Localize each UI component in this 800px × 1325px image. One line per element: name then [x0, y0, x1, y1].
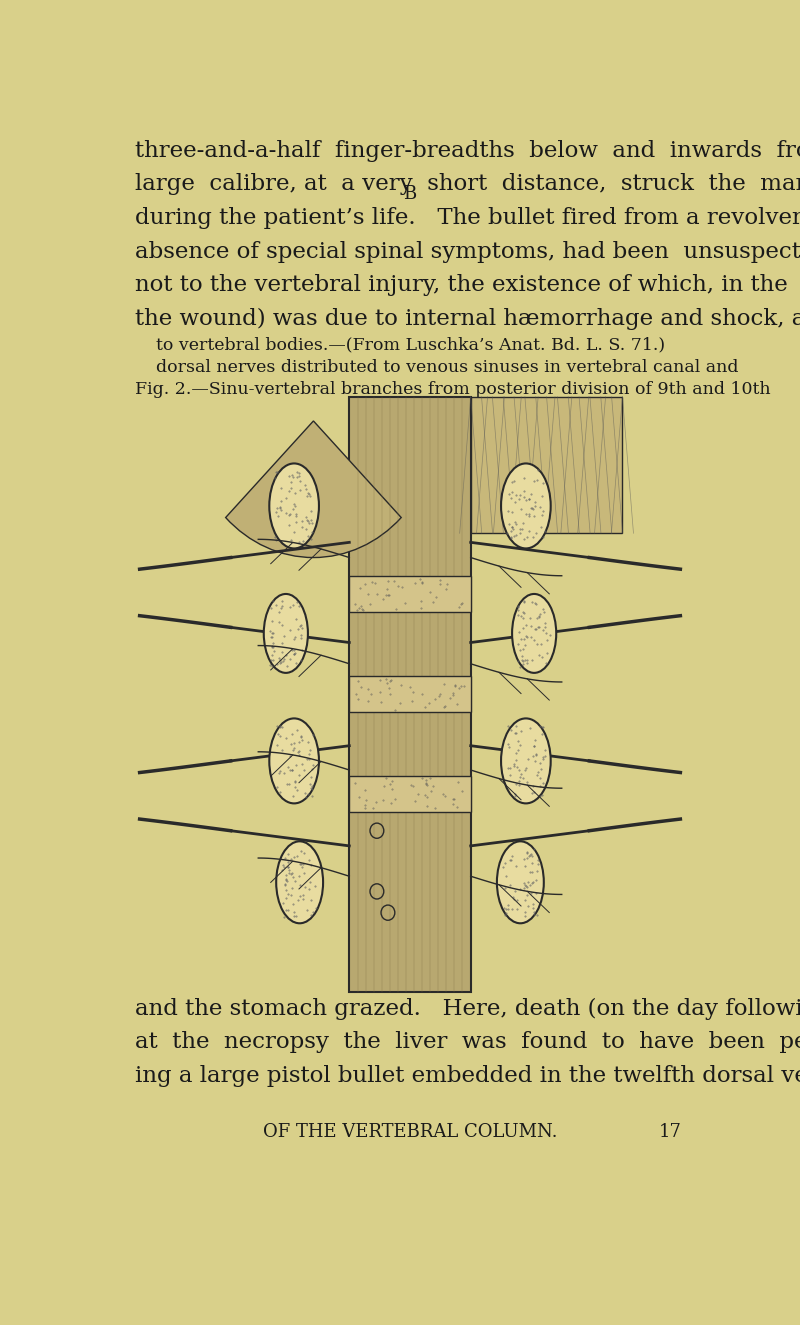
Text: the wound) was due to internal hæmorrhage and shock, and: the wound) was due to internal hæmorrhag…: [135, 307, 800, 330]
Text: dorsal nerves distributed to venous sinuses in vertebral canal and: dorsal nerves distributed to venous sinu…: [156, 359, 738, 376]
Text: and the stomach grazed.   Here, death (on the day following: and the stomach grazed. Here, death (on …: [135, 998, 800, 1020]
Text: B: B: [403, 184, 417, 203]
Text: three-and-a-half  finger-breadths  below  and  inwards  from  the: three-and-a-half finger-breadths below a…: [135, 139, 800, 162]
Text: not to the vertebral injury, the existence of which, in the: not to the vertebral injury, the existen…: [135, 274, 788, 297]
Text: during the patient’s life.   The bullet fired from a revolver of: during the patient’s life. The bullet fi…: [135, 207, 800, 229]
Text: at  the  necropsy  the  liver  was  found  to  have  been  perforated: at the necropsy the liver was found to h…: [135, 1031, 800, 1053]
Text: absence of special spinal symptoms, had been  unsuspected: absence of special spinal symptoms, had …: [135, 241, 800, 262]
Text: Fig. 2.—Sinu-vertebral branches from posterior division of 9th and 10th: Fig. 2.—Sinu-vertebral branches from pos…: [135, 382, 771, 399]
Text: OF THE VERTEBRAL COLUMN.: OF THE VERTEBRAL COLUMN.: [262, 1124, 558, 1141]
Text: to vertebral bodies.—(From Luschka’s Anat. Bd. L. S. 71.): to vertebral bodies.—(From Luschka’s Ana…: [156, 337, 665, 354]
Text: ing a large pistol bullet embedded in the twelfth dorsal vertebra,: ing a large pistol bullet embedded in th…: [135, 1065, 800, 1086]
Text: 17: 17: [659, 1124, 682, 1141]
Text: large  calibre, at  a very  short  distance,  struck  the  man about: large calibre, at a very short distance,…: [135, 174, 800, 195]
